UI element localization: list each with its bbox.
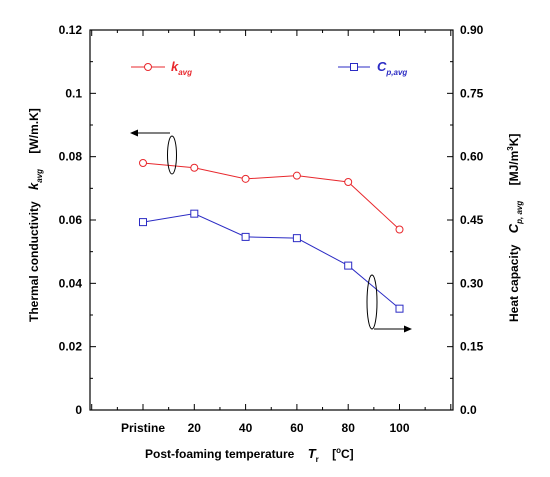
legend-label-c-main: C	[377, 59, 387, 74]
annotation-ellipse-k	[167, 135, 177, 175]
annotation-arrowhead-k	[130, 129, 138, 137]
x-axis-label-main: Post-foaming temperature	[145, 447, 295, 461]
data-point-k	[292, 171, 301, 180]
x-tick-label: 100	[389, 421, 409, 435]
series-line-c	[142, 213, 400, 310]
series-line-k	[142, 162, 400, 230]
left-axis-ticks: 0 0.02 0.04 0.06 0.08 0.1 0.12	[59, 23, 96, 417]
left-axis-label: Thermal conductivity kavg [W/m.K]	[26, 108, 45, 322]
right-tick-label: 0.75	[460, 86, 484, 100]
left-axis-label-main: Thermal conductivity	[27, 201, 41, 322]
series-layer	[139, 159, 404, 313]
right-tick-label: 0.90	[460, 23, 484, 37]
right-tick-label: 0.0	[460, 403, 477, 417]
right-axis-label: Heat capacity Cp, avg [MJ/m3K]	[506, 134, 525, 322]
legend-marker-k	[144, 63, 152, 71]
right-axis-ticks: 0.0 0.15 0.30 0.45 0.60 0.75 0.90	[447, 23, 484, 417]
legend-label-c-sub: p,avg	[385, 68, 407, 77]
legend-label-k-main: k	[171, 59, 179, 74]
legend-label-c: Cp,avg	[377, 59, 407, 77]
x-axis-label-symbol: T	[308, 446, 317, 461]
annotation-right-axis	[366, 274, 412, 333]
x-tick-label: Pristine	[121, 421, 165, 435]
legend-label-k: kavg	[171, 59, 192, 77]
left-axis-label-unit: [W/m.K]	[27, 108, 41, 153]
right-axis-label-unit-sup: 3	[506, 146, 515, 151]
data-point-c	[139, 218, 147, 227]
left-axis-label-symbol: k	[26, 182, 41, 190]
left-tick-label: 0	[75, 403, 82, 417]
data-point-k	[395, 225, 404, 234]
x-axis-label-degree: o	[336, 446, 341, 455]
annotation-arrowhead-c	[404, 325, 412, 333]
right-axis-label-main: Heat capacity	[507, 244, 521, 322]
right-tick-label: 0.30	[460, 276, 484, 290]
left-tick-label: 0.12	[59, 23, 83, 37]
x-tick-label: 20	[188, 421, 202, 435]
data-point-c	[241, 232, 250, 241]
left-tick-label: 0.1	[65, 86, 82, 100]
left-tick-label: 0.02	[59, 340, 83, 354]
x-tick-label: 80	[342, 421, 356, 435]
x-axis-label-subscript: r	[316, 455, 319, 464]
legend: kavg Cp,avg	[131, 59, 407, 77]
data-point-c	[292, 234, 301, 243]
data-point-c	[395, 304, 404, 313]
data-point-k	[344, 178, 353, 186]
legend-item-c: Cp,avg	[338, 59, 407, 77]
x-axis-label-unit-open: [	[332, 447, 336, 461]
right-tick-label: 0.45	[460, 213, 484, 227]
data-point-k	[139, 159, 147, 167]
x-tick-label: 40	[239, 421, 253, 435]
right-axis-label-symbol: C	[506, 223, 521, 233]
data-point-k	[241, 174, 250, 183]
left-axis-label-subscript: avg	[35, 169, 44, 183]
right-axis-label-subscript: p, avg	[515, 201, 524, 225]
right-axis-label-unit: [MJ/m	[507, 151, 521, 186]
legend-label-k-sub: avg	[178, 68, 192, 77]
x-axis-ticks: Pristine 20 40 60 80 100	[91, 30, 452, 435]
annotation-left-axis	[130, 129, 177, 175]
left-tick-label: 0.04	[59, 276, 83, 290]
x-tick-label: 60	[290, 421, 304, 435]
data-point-c	[190, 209, 199, 218]
left-tick-label: 0.06	[59, 213, 83, 227]
data-point-k	[190, 163, 199, 172]
right-tick-label: 0.60	[460, 150, 484, 164]
x-axis-label-unit-rest: C]	[341, 447, 354, 461]
x-axis-label: Post-foaming temperature Tr [oC]	[145, 446, 354, 465]
annotation-ellipse-c	[366, 274, 378, 330]
right-tick-label: 0.15	[460, 340, 484, 354]
legend-marker-c	[350, 63, 358, 71]
legend-item-k: kavg	[131, 59, 192, 77]
left-tick-label: 0.08	[59, 150, 83, 164]
data-point-c	[344, 261, 353, 270]
right-axis-label-unit-end: K]	[507, 134, 521, 147]
